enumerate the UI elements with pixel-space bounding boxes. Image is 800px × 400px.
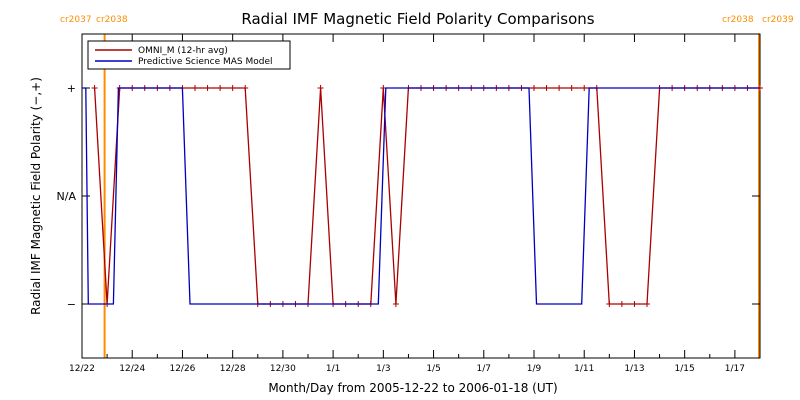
series-0-point-44 bbox=[644, 301, 650, 307]
series-0-point-12 bbox=[242, 85, 249, 91]
x-tick-label-8: 1/7 bbox=[477, 364, 491, 374]
y-tick-label-0: + bbox=[67, 82, 76, 95]
series-0-point-38 bbox=[568, 85, 575, 91]
x-tick-label-11: 1/13 bbox=[624, 364, 644, 374]
x-tick-label-3: 12/28 bbox=[220, 364, 246, 374]
x-tick-label-4: 12/30 bbox=[270, 364, 296, 374]
series-0-point-35 bbox=[531, 85, 537, 91]
series-line-1 bbox=[82, 87, 760, 305]
series-0-point-8 bbox=[192, 85, 198, 91]
series-0-point-0 bbox=[91, 85, 98, 91]
series-0-point-36 bbox=[543, 85, 550, 91]
series-0-point-9 bbox=[204, 85, 211, 91]
series-layer bbox=[82, 85, 763, 307]
x-tick-label-10: 1/11 bbox=[574, 364, 594, 374]
series-0-point-11 bbox=[229, 85, 236, 91]
series-0-point-18 bbox=[317, 85, 324, 91]
series-0-point-42 bbox=[618, 301, 625, 307]
x-tick-label-1: 12/24 bbox=[119, 364, 145, 374]
series-0-point-43 bbox=[631, 301, 638, 307]
x-tick-label-5: 1/1 bbox=[326, 364, 340, 374]
x-axis-ticks: 12/22 12/24 12/26 12/28 12/30 1/1 1/3 1/5 1/7 1/9… bbox=[69, 34, 745, 374]
x-tick-label-0: 12/22 bbox=[69, 364, 95, 374]
series-0-point-24 bbox=[392, 301, 399, 307]
x-tick-label-6: 1/3 bbox=[376, 364, 390, 374]
series-0-point-41 bbox=[606, 301, 613, 307]
x-tick-label-7: 1/5 bbox=[426, 364, 440, 374]
y-tick-label-1: N/A bbox=[57, 190, 77, 203]
rotation-marker-label-left-1: cr2037 bbox=[60, 15, 92, 25]
legend-label-omni: OMNI_M (12-hr avg) bbox=[138, 46, 228, 56]
rotation-marker-label-right-2: cr2039 bbox=[762, 15, 794, 25]
rotation-marker-lines bbox=[103, 34, 760, 358]
x-tick-label-9: 1/9 bbox=[527, 364, 542, 374]
y-axis-label: Radial IMF Magnetic Field Polarity (−,+) bbox=[29, 77, 43, 315]
rotation-marker-label-left-2: cr2038 bbox=[722, 15, 754, 25]
legend-label-mas: Predictive Science MAS Model bbox=[138, 57, 273, 67]
plot-frame bbox=[81, 33, 761, 359]
series-line-0 bbox=[93, 87, 760, 305]
series-0-point-37 bbox=[556, 85, 563, 91]
series-0-point-39 bbox=[581, 85, 588, 91]
legend: OMNI_M (12-hr avg) Predictive Science MA… bbox=[87, 40, 291, 70]
legend-box bbox=[87, 40, 291, 70]
x-tick-label-2: 12/26 bbox=[169, 364, 195, 374]
y-tick-label-2: − bbox=[67, 298, 76, 311]
rotation-marker-label-right-1: cr2038 bbox=[96, 15, 128, 25]
series-0-point-10 bbox=[217, 85, 224, 91]
y-axis-ticks: + N/A − bbox=[57, 82, 760, 311]
x-tick-label-13: 1/17 bbox=[725, 364, 745, 374]
x-tick-label-12: 1/15 bbox=[675, 364, 695, 374]
x-axis-label: Month/Day from 2005-12-22 to 2006-01-18 … bbox=[268, 381, 557, 395]
chart-title: Radial IMF Magnetic Field Polarity Compa… bbox=[241, 10, 594, 28]
